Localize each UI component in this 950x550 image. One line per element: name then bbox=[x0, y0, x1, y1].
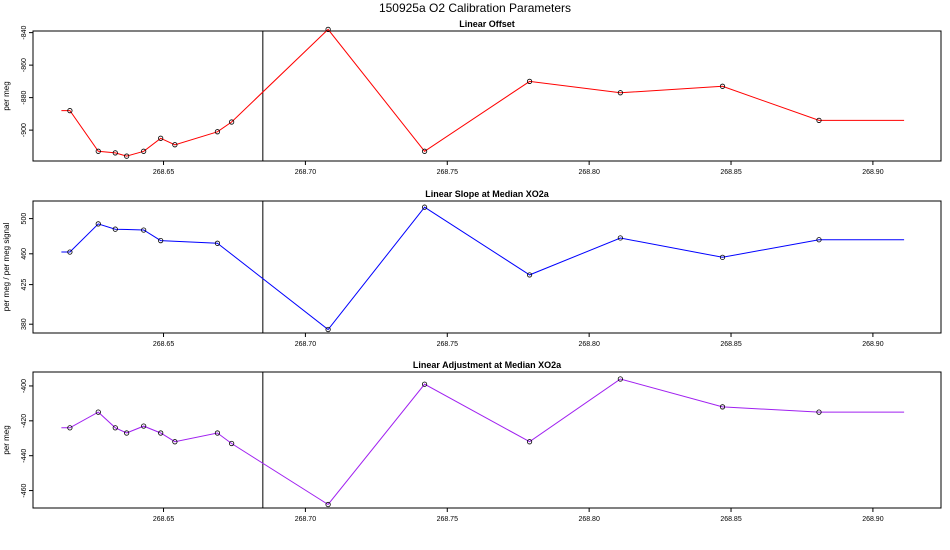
y-axis-label: per meg / per meg signal bbox=[2, 223, 11, 312]
x-tick-label: 268.75 bbox=[437, 341, 459, 348]
data-point bbox=[421, 381, 428, 387]
data-point bbox=[325, 326, 331, 333]
x-tick-label: 268.80 bbox=[578, 516, 600, 523]
data-point bbox=[214, 430, 221, 436]
data-point bbox=[95, 148, 101, 154]
data-point bbox=[124, 153, 130, 159]
data-point bbox=[214, 240, 221, 246]
data-point bbox=[158, 430, 164, 436]
plot-frame bbox=[32, 371, 942, 509]
data-point bbox=[67, 425, 73, 431]
x-tick-label: 268.65 bbox=[153, 169, 175, 176]
data-point bbox=[141, 423, 147, 429]
data-point bbox=[719, 404, 726, 410]
x-tick-label: 268.65 bbox=[153, 341, 175, 348]
data-point bbox=[158, 238, 164, 244]
series-line bbox=[61, 28, 905, 157]
data-point bbox=[158, 135, 164, 141]
data-point bbox=[617, 90, 623, 96]
data-point bbox=[229, 440, 235, 447]
x-tick-label: 268.70 bbox=[295, 169, 317, 176]
y-tick-label: -840 bbox=[21, 26, 28, 40]
data-point bbox=[719, 254, 726, 260]
y-tick-label: -400 bbox=[21, 379, 28, 393]
series-line bbox=[61, 378, 905, 506]
x-tick-label: 268.70 bbox=[295, 516, 317, 523]
data-point bbox=[421, 204, 428, 210]
y-tick-label: 500 bbox=[21, 213, 28, 225]
x-tick-label: 268.85 bbox=[720, 341, 742, 348]
panel-title: Linear Offset bbox=[459, 19, 515, 29]
plot-frame bbox=[32, 200, 942, 334]
x-tick-label: 268.90 bbox=[862, 169, 884, 176]
y-axis-label: per meg bbox=[2, 425, 11, 454]
x-tick-label: 268.80 bbox=[578, 169, 600, 176]
data-point bbox=[816, 237, 822, 243]
data-point bbox=[172, 142, 178, 148]
data-point bbox=[421, 148, 428, 154]
x-tick-label: 268.65 bbox=[153, 516, 175, 523]
data-point bbox=[719, 83, 726, 89]
x-tick-label: 268.80 bbox=[578, 341, 600, 348]
data-point bbox=[617, 376, 623, 382]
data-point bbox=[95, 221, 101, 227]
data-point bbox=[526, 78, 533, 84]
data-point bbox=[617, 235, 623, 241]
y-tick-label: -880 bbox=[21, 91, 28, 105]
data-point bbox=[67, 249, 73, 255]
x-tick-label: 268.70 bbox=[295, 341, 317, 348]
data-point bbox=[67, 108, 73, 114]
x-tick-label: 268.75 bbox=[437, 169, 459, 176]
x-tick-label: 268.90 bbox=[862, 516, 884, 523]
y-tick-label: -900 bbox=[21, 123, 28, 137]
y-tick-label: 425 bbox=[21, 279, 28, 291]
data-point bbox=[141, 227, 147, 233]
data-point bbox=[214, 129, 221, 135]
panel-title: Linear Slope at Median XO2a bbox=[425, 189, 550, 199]
y-tick-label: -460 bbox=[21, 483, 28, 497]
y-tick-label: -860 bbox=[21, 58, 28, 72]
y-tick-label: -440 bbox=[21, 449, 28, 463]
y-tick-label: 460 bbox=[21, 248, 28, 260]
data-point bbox=[124, 430, 130, 436]
data-point bbox=[816, 117, 822, 123]
data-point bbox=[526, 439, 533, 445]
x-tick-label: 268.75 bbox=[437, 516, 459, 523]
x-tick-label: 268.85 bbox=[720, 516, 742, 523]
data-point bbox=[325, 26, 331, 32]
y-tick-label: -420 bbox=[21, 414, 28, 428]
page-title: 150925a O2 Calibration Parameters bbox=[378, 1, 572, 15]
data-point bbox=[95, 409, 101, 415]
panel-title: Linear Adjustment at Median XO2a bbox=[413, 360, 562, 370]
x-tick-label: 268.90 bbox=[862, 341, 884, 348]
data-point bbox=[141, 148, 147, 154]
plot-frame bbox=[32, 30, 942, 162]
data-point bbox=[325, 501, 331, 508]
data-point bbox=[112, 150, 118, 156]
data-point bbox=[112, 425, 118, 431]
data-point bbox=[229, 119, 235, 125]
data-point bbox=[526, 272, 533, 278]
y-axis-label: per meg bbox=[2, 81, 11, 110]
data-point bbox=[816, 409, 822, 415]
y-tick-label: 380 bbox=[21, 318, 28, 330]
data-point bbox=[112, 226, 118, 232]
data-point bbox=[172, 439, 178, 445]
x-tick-label: 268.85 bbox=[720, 169, 742, 176]
series-line bbox=[61, 206, 905, 331]
